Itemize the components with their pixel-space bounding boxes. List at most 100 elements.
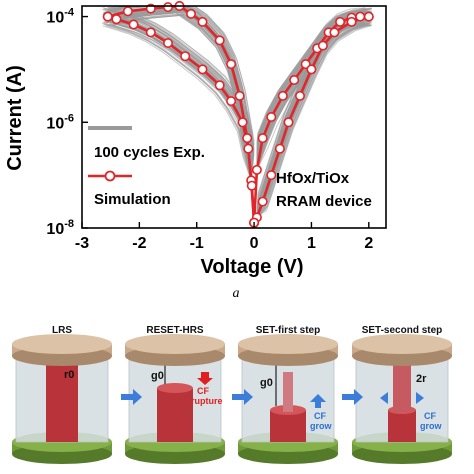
simulation-point [243,143,254,154]
conductive-filament [46,358,78,442]
radius-label: r0 [64,369,74,381]
simulation-point [163,37,174,48]
simulation-point [145,27,156,38]
simulation-point [246,180,257,191]
x-tick-label: -1 [190,235,204,252]
legend-label-exp: 100 cycles Exp. [94,144,205,161]
top-electrode-top [12,334,112,354]
cf-state-label: grow [420,421,442,431]
x-tick-label: 2 [364,235,373,252]
transition-arrow-3 [342,389,363,405]
iv-plot: -3 -2 -1 0 1 2 10-8 10-6 10-4 [46,1,387,252]
simulation-point [234,90,245,101]
experimental-cycle-trace [253,24,372,223]
figure-caption: a [233,286,240,301]
filament-wide [393,358,411,412]
simulation-point [237,117,248,128]
panel-title: SET-second step [362,325,443,336]
cf-state-label: rupture [191,396,223,406]
simulation-point [355,11,366,22]
filament-thin [283,372,293,412]
x-tick-label: 1 [307,235,316,252]
y-tick-label: 10-6 [46,112,74,132]
top-electrode-top [238,334,338,354]
cf-label: CF [424,411,436,421]
simulation-point [226,96,237,107]
cf-label: CF [314,411,326,421]
experimental-cycle-trace [112,10,255,223]
simulation-point [277,90,288,101]
x-axis-ticks: -3 -2 -1 0 1 2 [75,222,373,252]
grow-arrow-left [380,392,388,404]
simulation-point [346,16,357,27]
top-electrode-top [352,334,452,354]
simulation-series [102,1,374,228]
y-tick-label: 10-4 [46,7,74,27]
legend-marker-sim [104,170,116,182]
grow-arrow-right [416,392,424,404]
y-axis-ticks: 10-8 10-6 10-4 [46,7,88,238]
simulation-point [363,11,374,22]
x-tick-label: -3 [75,235,89,252]
simulation-point [251,164,262,175]
cf-label: CF [197,386,209,396]
legend: 100 cycles Exp. Simulation [88,126,205,208]
simulation-point [180,51,191,62]
experimental-cycle-trace [253,10,368,223]
y-axis-title: Current (A) [4,65,26,171]
filament-top [157,383,193,393]
panel-title: SET-first step [256,325,320,336]
simulation-point [335,16,346,27]
rupture-arrow [197,372,213,385]
conductive-filament [388,410,416,442]
simulation-point [111,14,122,25]
simulation-point [329,27,340,38]
cf-state-label: grow [310,421,332,431]
device-annotation-line1: HfOx/TiOx [276,170,350,187]
x-axis-title: Voltage (V) [201,256,304,278]
simulation-point [197,64,208,75]
gap-label: g0 [151,370,164,382]
experimental-cycle-trace [113,7,255,223]
simulation-point [197,16,208,27]
experimental-cycle-trace [253,24,372,223]
simulation-point [102,11,113,22]
simulation-point [294,90,305,101]
diagram-panel-1: LRS r0 [12,325,112,464]
simulation-point [283,117,294,128]
conductive-filament [157,388,193,442]
simulation-point [163,2,174,13]
y-tick-label: 10-8 [46,218,74,238]
panel-title: RESET-HRS [146,325,204,336]
conductive-filament [270,410,306,442]
simulation-point [226,59,237,70]
x-tick-label: 0 [250,235,259,252]
grow-arrow [310,394,326,408]
radius-label: 2r [416,373,427,385]
simulation-point [317,40,328,51]
legend-label-sim: Simulation [94,191,171,208]
gap-label: g0 [260,377,273,389]
simulation-point [214,35,225,46]
experimental-cycle-trace [104,22,255,223]
simulation-point [122,6,133,17]
plot-frame [81,5,387,229]
transition-arrow-2 [232,389,253,405]
simulation-point [242,133,253,144]
simulation-point [306,64,317,75]
transition-arrow-1 [121,389,142,405]
simulation-point [257,196,268,207]
simulation-point [186,8,197,19]
experimental-cycle-trace [253,21,372,223]
simulation-point [257,133,268,144]
simulation-point [289,75,300,86]
simulation-point [266,170,277,181]
x-tick-label: -2 [132,235,146,252]
panel-title: LRS [52,325,72,336]
simulation-point [128,19,139,30]
